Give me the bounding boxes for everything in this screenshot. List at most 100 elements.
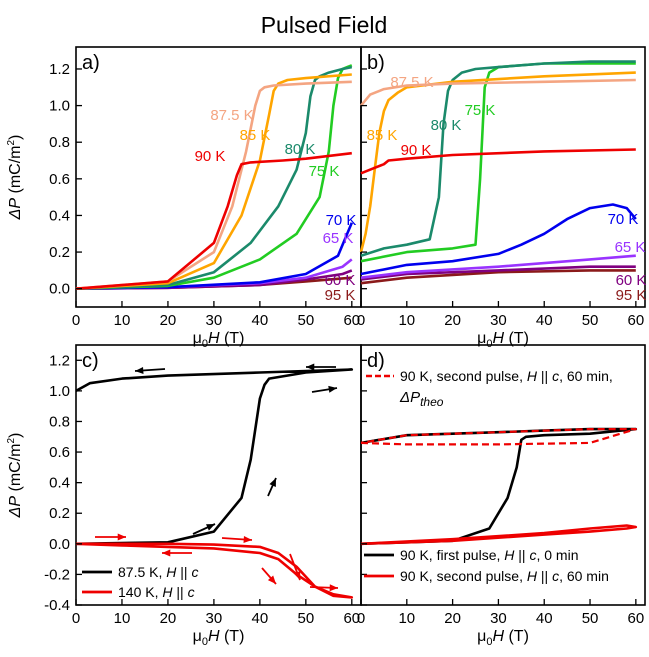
panel-label: b) (367, 52, 385, 74)
y-axis-label: ΔP (mC/m2) (6, 135, 24, 221)
x-tick-label: 50 (582, 312, 599, 329)
series-label: 70 K (608, 211, 639, 228)
series-label: 87.5 K (210, 107, 253, 124)
series-line-d-1 (360, 524, 638, 546)
series-label: 60 K (325, 272, 356, 289)
series-line-b-6 (359, 71, 636, 253)
x-tick-label: 20 (160, 610, 177, 627)
y-tick-label: 1.0 (49, 383, 70, 400)
series-label: 85 K (367, 127, 398, 144)
arrow-head (329, 584, 338, 592)
x-tick-label: 10 (114, 312, 131, 329)
arrow-head (135, 366, 144, 374)
x-tick-label: 40 (536, 312, 553, 329)
series-label: 65 K (615, 239, 646, 256)
y-tick-label: 0.2 (49, 244, 70, 261)
x-axis-label: μ0H (T) (193, 330, 245, 350)
x-tick-label: 50 (297, 312, 314, 329)
series-line-b-5 (360, 60, 636, 257)
panel-a: 0 10 20 30 40 50 60 0.0 0.2 0.4 0.6 0.8 1.0 1.2 a) μ0H … (6, 46, 362, 350)
x-axis-label: μ0H (T) (193, 628, 245, 648)
panel-d: 0 10 20 30 40 50 60 d) μ0H (T) 90 K, first pulse,… (357, 344, 646, 648)
arrow-head (243, 535, 252, 543)
x-tick-label: 40 (536, 610, 553, 627)
series-line-d-2 (360, 428, 637, 446)
plot-frame (360, 344, 646, 606)
y-tick-label: 0.0 (49, 536, 70, 553)
y-tick-label: 0.8 (49, 134, 70, 151)
arrow-head (293, 571, 301, 580)
x-tick-label: 30 (490, 312, 507, 329)
y-tick-label: -0.2 (44, 566, 70, 583)
series-label: 60 K (616, 272, 647, 289)
y-tick-label: -0.4 (44, 597, 70, 614)
x-tick-label: 40 (252, 610, 269, 627)
series-line-a-6 (75, 73, 352, 290)
panel-c: 0 10 20 30 40 50 60 -0.4 -0.2 0.0 0.2 0.4 0.6 0.8 1.0 1… (6, 344, 362, 648)
y-tick-label: 0.0 (49, 281, 70, 298)
y-tick-label: 0.2 (49, 505, 70, 522)
series-label: 90 K (401, 142, 432, 159)
series-line-c-1 (75, 542, 354, 599)
panel-b: 0 10 20 30 40 50 60 b) μ0H (T) 87.5 K 85 K 80 K75 K… (357, 46, 647, 350)
arrow-head (269, 478, 276, 487)
x-axis-label: μ0H (T) (477, 330, 529, 350)
series-label: 87.5 K (390, 74, 433, 91)
legend-label: 90 K, second pulse, H || c, 60 min (400, 568, 609, 584)
series-label: 95 K (616, 287, 647, 304)
arrow-head (162, 549, 171, 557)
y-tick-label: 1.2 (49, 352, 70, 369)
series-line-b-4 (360, 62, 636, 263)
series-label: 75 K (465, 102, 496, 119)
series-line-b-3 (360, 203, 637, 276)
x-tick-label: 30 (206, 312, 223, 329)
arrow-head (328, 385, 337, 393)
series-line-b-0 (360, 269, 636, 285)
arrow-head (117, 533, 126, 541)
legend-label: 140 K, H || c (118, 584, 195, 600)
legend-label: 87.5 K, H || c (118, 564, 198, 580)
x-tick-label: 60 (627, 610, 644, 627)
y-tick-label: 0.4 (49, 207, 70, 224)
x-tick-label: 20 (160, 312, 177, 329)
legend-label: 90 K, second pulse, H || c, 60 min, (400, 368, 613, 384)
series-line-a-5 (75, 65, 353, 290)
series-line-d-0 (360, 427, 638, 546)
series-line-a-8 (75, 151, 352, 290)
x-tick-label: 60 (627, 312, 644, 329)
series-line-b-7 (360, 78, 636, 107)
y-tick-label: 0.8 (49, 413, 70, 430)
x-tick-label: 60 (343, 312, 360, 329)
y-tick-label: 1.0 (49, 98, 70, 115)
x-tick-label: 50 (582, 610, 599, 627)
x-tick-label: 0 (357, 610, 365, 627)
y-axis-label: ΔP (mC/m2) (6, 433, 24, 519)
x-tick-label: 10 (398, 610, 415, 627)
legend-label: 90 K, first pulse, H || c, 0 min (400, 547, 578, 563)
series-label: 65 K (323, 230, 354, 247)
x-tick-label: 0 (72, 312, 80, 329)
series-label: 90 K (195, 148, 226, 165)
x-tick-label: 10 (114, 610, 131, 627)
series-label: 70 K (326, 212, 357, 229)
figure-title: Pulsed Field (261, 12, 388, 38)
panel-label: c) (82, 350, 99, 372)
series-line-a-7 (75, 80, 352, 290)
series-label: 80 K (431, 117, 462, 134)
x-tick-label: 60 (343, 610, 360, 627)
x-axis-label: μ0H (T) (477, 628, 529, 648)
arrow-head (306, 363, 315, 371)
series-line-b-2 (360, 254, 636, 279)
y-tick-label: 0.6 (49, 444, 70, 461)
x-tick-label: 30 (490, 610, 507, 627)
plot-frame (360, 46, 646, 308)
x-tick-label: 10 (398, 312, 415, 329)
series-line-b-8 (360, 148, 636, 175)
y-tick-label: 1.2 (49, 61, 70, 78)
legend-label: ΔPtheo (399, 389, 444, 409)
y-tick-label: 0.6 (49, 171, 70, 188)
series-label: 95 K (325, 287, 356, 304)
y-tick-label: 0.4 (49, 475, 70, 492)
x-tick-label: 30 (206, 610, 223, 627)
